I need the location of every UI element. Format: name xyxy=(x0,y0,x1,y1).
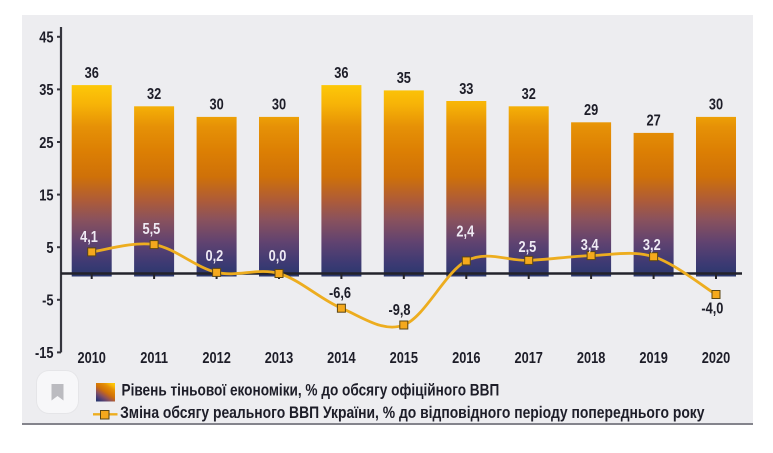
svg-text:2014: 2014 xyxy=(327,350,355,368)
svg-text:25: 25 xyxy=(39,135,53,153)
svg-text:2018: 2018 xyxy=(577,350,605,368)
svg-text:32: 32 xyxy=(522,86,536,104)
svg-text:2020: 2020 xyxy=(702,350,730,368)
svg-text:36: 36 xyxy=(334,65,348,83)
svg-text:33: 33 xyxy=(459,81,473,99)
svg-text:2011: 2011 xyxy=(140,350,168,368)
svg-text:Рівень тіньової економіки, % д: Рівень тіньової економіки, % до обсягу о… xyxy=(122,381,500,400)
svg-text:2012: 2012 xyxy=(202,350,230,368)
svg-text:2,5: 2,5 xyxy=(519,239,537,257)
svg-text:2013: 2013 xyxy=(265,350,293,368)
svg-text:36: 36 xyxy=(85,65,99,83)
svg-text:15: 15 xyxy=(39,187,53,205)
svg-text:-5: -5 xyxy=(42,292,53,310)
svg-text:45: 45 xyxy=(39,29,53,47)
svg-text:2010: 2010 xyxy=(77,350,105,368)
svg-text:35: 35 xyxy=(397,70,411,88)
svg-text:2016: 2016 xyxy=(452,350,480,368)
svg-text:5: 5 xyxy=(46,240,53,258)
svg-text:-6,6: -6,6 xyxy=(329,285,351,303)
svg-text:0,2: 0,2 xyxy=(206,248,224,266)
svg-text:-9,8: -9,8 xyxy=(388,302,410,320)
svg-text:2,4: 2,4 xyxy=(456,223,474,241)
svg-text:32: 32 xyxy=(147,86,161,104)
svg-text:5,5: 5,5 xyxy=(143,221,161,239)
svg-text:2017: 2017 xyxy=(514,350,542,368)
svg-text:35: 35 xyxy=(39,82,53,100)
svg-text:30: 30 xyxy=(272,96,286,114)
svg-text:4,1: 4,1 xyxy=(80,229,98,247)
svg-text:-4,0: -4,0 xyxy=(701,300,723,318)
svg-text:Зміна обсягу реального ВВП Укр: Зміна обсягу реального ВВП України, % до… xyxy=(120,404,705,423)
svg-text:30: 30 xyxy=(209,96,223,114)
svg-text:29: 29 xyxy=(584,102,598,120)
svg-text:27: 27 xyxy=(646,112,660,130)
svg-text:30: 30 xyxy=(709,96,723,114)
svg-text:2015: 2015 xyxy=(390,350,418,368)
svg-text:-15: -15 xyxy=(35,345,53,363)
svg-text:3,4: 3,4 xyxy=(581,237,599,255)
svg-text:0,0: 0,0 xyxy=(269,248,287,266)
svg-text:2019: 2019 xyxy=(639,350,667,368)
svg-text:3,2: 3,2 xyxy=(643,237,661,255)
